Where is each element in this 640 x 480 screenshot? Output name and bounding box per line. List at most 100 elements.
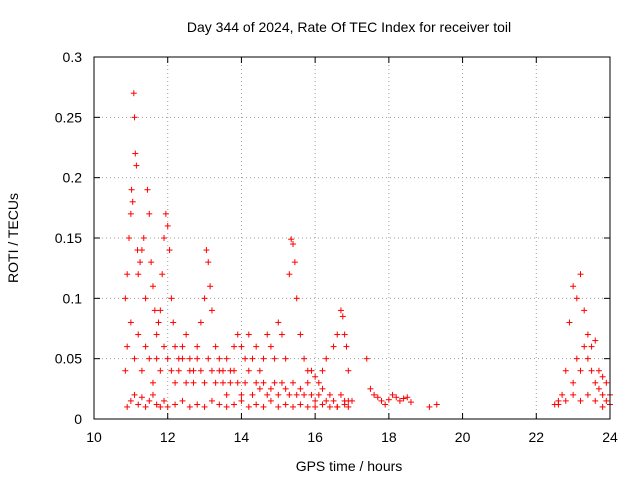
data-point (231, 367, 238, 374)
data-point (168, 367, 175, 374)
data-point (245, 331, 252, 338)
data-point (223, 403, 230, 410)
data-point (319, 401, 326, 408)
data-point (323, 355, 330, 362)
data-point (326, 403, 333, 410)
data-point (183, 331, 190, 338)
data-point (256, 385, 263, 392)
data-point (312, 403, 319, 410)
data-point (212, 379, 219, 386)
y-tick-label: 0.3 (63, 49, 83, 65)
data-point (179, 397, 186, 404)
data-point (127, 319, 134, 326)
x-tick-label: 10 (86, 429, 102, 445)
data-point (407, 399, 414, 406)
data-point (186, 403, 193, 410)
data-point (220, 379, 226, 386)
data-point (584, 331, 591, 338)
data-point (130, 90, 137, 97)
data-point (343, 343, 350, 350)
data-point (559, 391, 566, 398)
data-point (267, 397, 274, 404)
data-point (297, 331, 304, 338)
data-point (157, 367, 164, 374)
data-point (205, 259, 212, 266)
data-point (271, 379, 278, 386)
data-point (131, 391, 138, 398)
data-point (286, 391, 293, 398)
data-point (275, 391, 282, 398)
data-point (245, 403, 252, 410)
data-point (168, 295, 175, 302)
data-point (122, 295, 129, 302)
data-point (146, 355, 153, 362)
x-tick-label: 14 (234, 429, 250, 445)
data-point (186, 367, 193, 374)
y-tick-label: 0.25 (55, 109, 82, 125)
data-point (172, 401, 179, 408)
data-point (315, 379, 322, 386)
data-point (584, 355, 591, 362)
y-tick-label: 0.2 (63, 170, 83, 186)
data-point (599, 391, 606, 398)
data-point (131, 355, 138, 362)
data-point (183, 379, 190, 386)
data-point (216, 401, 223, 408)
data-point (122, 367, 129, 374)
data-point (577, 397, 584, 404)
data-point (312, 397, 319, 404)
data-point (570, 379, 577, 386)
data-point (267, 385, 274, 392)
data-point (282, 401, 289, 408)
x-axis-label: GPS time / hours (296, 458, 403, 474)
data-point (271, 355, 278, 362)
data-point (207, 283, 214, 290)
data-point (339, 313, 346, 320)
data-point (201, 403, 208, 410)
data-point (588, 367, 595, 374)
data-point (151, 307, 158, 314)
data-point (385, 396, 392, 403)
data-point (149, 379, 156, 386)
data-point (592, 379, 599, 386)
data-point (142, 403, 149, 410)
data-point (592, 337, 599, 344)
data-point (142, 343, 149, 350)
data-point (315, 391, 322, 398)
data-point (179, 355, 186, 362)
y-axis-label: ROTI / TECUs (5, 193, 21, 283)
data-point (555, 401, 562, 408)
data-point (238, 343, 245, 350)
data-point (242, 355, 249, 362)
data-point (566, 319, 573, 326)
data-point (197, 319, 204, 326)
data-point (216, 367, 223, 374)
data-point (212, 343, 219, 350)
data-point (260, 379, 267, 386)
data-point (562, 397, 569, 404)
data-point (577, 271, 584, 278)
data-point (337, 307, 344, 314)
x-tick-label: 16 (307, 429, 323, 445)
data-point (186, 355, 193, 362)
data-point (592, 397, 599, 404)
data-point (162, 210, 169, 217)
x-tick-label: 20 (455, 429, 471, 445)
data-point (603, 397, 610, 404)
y-tick-label: 0 (74, 411, 82, 427)
data-point (203, 247, 210, 254)
data-point (249, 355, 256, 362)
data-point (367, 385, 374, 392)
x-tick-label: 18 (381, 429, 397, 445)
data-point (345, 397, 352, 404)
data-point (144, 186, 151, 193)
data-point (291, 259, 298, 266)
data-point (275, 403, 282, 410)
data-point (128, 186, 135, 193)
data-point (153, 355, 160, 362)
data-point (234, 331, 241, 338)
data-point (426, 403, 433, 410)
data-point (570, 283, 577, 290)
data-point (319, 385, 326, 392)
